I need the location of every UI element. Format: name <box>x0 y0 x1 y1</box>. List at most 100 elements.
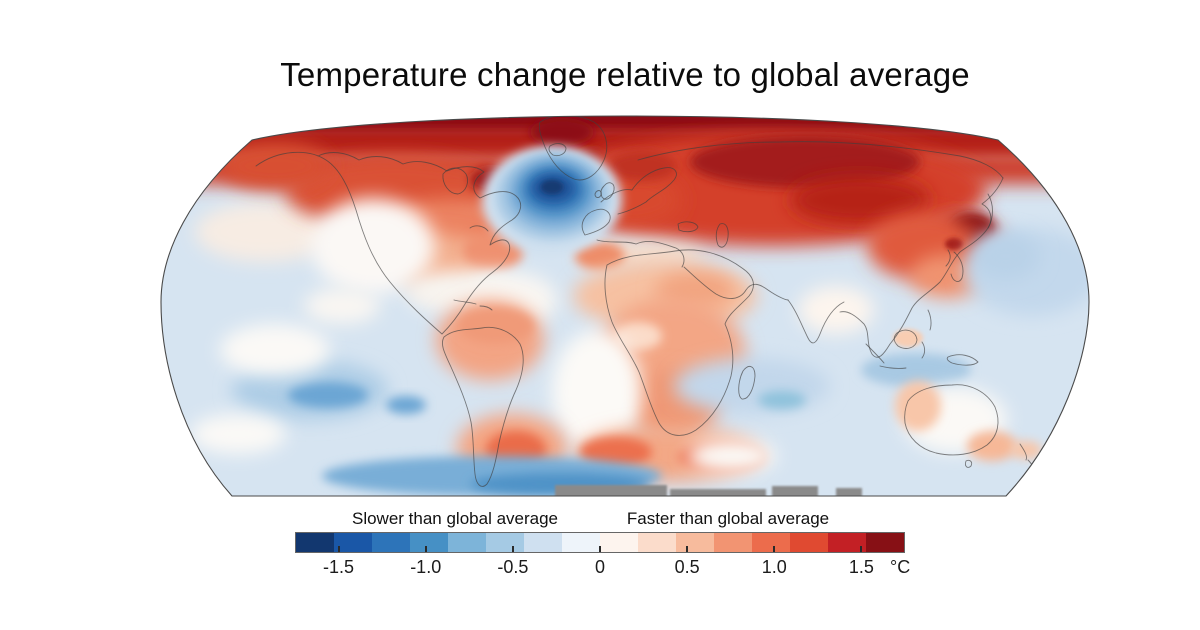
map-feature-australia-se-peach <box>967 431 1017 461</box>
map-feature-equatorial-atlantic-white <box>552 330 642 454</box>
map-feature-pacific-blue-core-2 <box>386 396 426 414</box>
map-feature-iberia-nwafrica-salmon <box>575 242 625 270</box>
coastline-sulawesi <box>921 341 926 359</box>
map-feature-scandinavia-dark <box>608 151 676 181</box>
map-feature-s-of-africa-ocean-core-1 <box>580 437 652 467</box>
colorbar-segment <box>334 533 372 552</box>
coastline-hudson-bay <box>442 167 469 195</box>
colorbar-segment <box>638 533 676 552</box>
coastline-kamchatka <box>987 193 993 229</box>
colorbar-segment <box>562 533 600 552</box>
map-feature-antarctic-no-data-2 <box>670 489 766 496</box>
map-feature-greenland-dark <box>530 118 594 146</box>
coastline-cuba-hispaniola <box>453 299 493 311</box>
colorbar-segment <box>448 533 486 552</box>
map-feature-sc-pacific-white <box>220 324 330 376</box>
map-feature-indonesia-blue <box>861 353 971 387</box>
map-feature-ne-pacific-corner-fade <box>195 202 335 262</box>
coastline-greenland <box>538 116 608 181</box>
coastline-arabia <box>683 266 789 301</box>
page-title: Temperature change relative to global av… <box>280 56 970 93</box>
coastline-east-asia <box>839 177 1004 358</box>
coastline-caspian-sea <box>715 223 729 248</box>
temperature-field-layer <box>161 116 1089 496</box>
coastline-new-guinea <box>946 354 979 366</box>
colorbar-segment <box>410 533 448 552</box>
coastline-ireland <box>594 190 602 198</box>
colorbar-segment <box>372 533 410 552</box>
colorbar-tick-label: 1.5 <box>848 557 874 577</box>
colorbar-tick <box>338 546 341 552</box>
map-feature-japan-dark-spot <box>945 238 963 250</box>
map-feature-siberia-dark-2 <box>790 176 930 224</box>
coastline-korea <box>945 249 951 267</box>
map-feature-borneo-peach <box>893 329 923 347</box>
colorbar-segment <box>714 533 752 552</box>
map-feature-c-pacific-white <box>304 288 380 324</box>
coastline-iceland <box>548 143 567 157</box>
coastlines <box>255 116 1035 487</box>
coastline-black-sea <box>677 221 699 233</box>
coastline-south-america <box>441 326 524 487</box>
map-feature-nz-peach <box>1010 441 1042 459</box>
map-feature-atlantic-warming-hole-core <box>541 180 563 194</box>
map-feature-ne-pacific-white <box>311 198 435 294</box>
legend-caption-faster: Faster than global average <box>626 509 830 528</box>
colorbar-segment <box>790 533 828 552</box>
coastline-australia <box>904 384 999 456</box>
colorbar-tick-label: -1.0 <box>410 557 442 577</box>
coastline-africa <box>604 249 754 436</box>
map-feature-indian-ocean-teal <box>758 391 806 409</box>
map-feature-s-indian-white <box>687 438 777 474</box>
map-feature-nw-pacific-blue <box>972 232 1040 280</box>
colorbar-tick-label: -1.5 <box>323 557 355 577</box>
colorbar-tick <box>772 546 775 552</box>
coastline-great-lakes <box>469 225 489 232</box>
map-feature-antarctic-no-data-3 <box>772 486 818 496</box>
map-feature-india-white <box>798 286 874 334</box>
colorbar-unit-label: °C <box>890 557 911 577</box>
colorbar-segment <box>866 533 904 552</box>
map-feature-antarctic-no-data-4 <box>836 488 862 496</box>
colorbar-segment <box>676 533 714 552</box>
coastline-japan <box>950 251 964 282</box>
colorbar-segment <box>524 533 562 552</box>
colorbar-tick <box>425 546 428 552</box>
coastline-uk <box>600 182 615 200</box>
colorbar-tick <box>599 546 601 552</box>
colorbar-tick-labels: -1.5 -1.0 -0.5 0 0.5 1.0 1.5 °C <box>295 557 910 581</box>
map-feature-australia-west-peach <box>895 381 941 431</box>
coastline-sumatra-java <box>865 343 907 369</box>
colorbar-segment <box>600 533 638 552</box>
coastline-tasmania <box>965 459 973 468</box>
map-feature-alaska-red <box>220 142 330 190</box>
colorbar-segment <box>752 533 790 552</box>
coastline-mediterranean <box>596 239 685 268</box>
map-feature-africa-pale-patch <box>614 322 662 350</box>
legend-caption-slower: Slower than global average <box>351 509 559 528</box>
map-feature-antarctic-no-data-1 <box>555 485 667 496</box>
colorbar-segment <box>828 533 866 552</box>
colorbar-segment <box>486 533 524 552</box>
coastline-north-america <box>255 151 522 335</box>
map-feature-s-pacific-white-2 <box>190 414 286 454</box>
map-outline <box>160 115 1090 497</box>
colorbar-tick-label: 0 <box>594 557 606 577</box>
colorbar <box>295 532 905 553</box>
colorbar-tick-label: 1.0 <box>761 557 787 577</box>
coastline-iberia <box>581 208 611 236</box>
colorbar-tick-label: 0.5 <box>674 557 700 577</box>
coastline-borneo <box>893 329 918 349</box>
coastline-arctic-russia <box>637 141 1004 179</box>
map-feature-siberia-dark <box>690 136 920 188</box>
colorbar-tick <box>859 546 862 552</box>
colorbar-tick <box>685 546 688 552</box>
map-feature-pacific-blue-core <box>288 382 368 408</box>
coastline-europe-north <box>600 167 677 215</box>
colorbar-tick-label: -0.5 <box>497 557 529 577</box>
world-temperature-anomaly-map <box>160 115 1090 497</box>
coastline-philippines <box>927 309 932 331</box>
map-feature-indian-ocean-blue <box>674 358 830 414</box>
coastline-india <box>787 299 845 344</box>
